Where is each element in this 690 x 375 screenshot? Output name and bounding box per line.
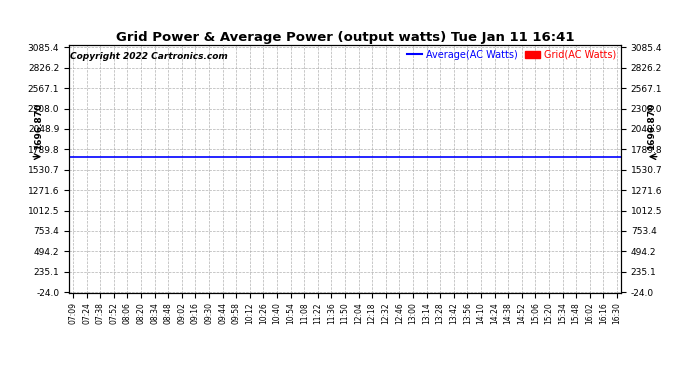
Legend: Average(AC Watts), Grid(AC Watts): Average(AC Watts), Grid(AC Watts) (407, 50, 616, 60)
Title: Grid Power & Average Power (output watts) Tue Jan 11 16:41: Grid Power & Average Power (output watts… (116, 31, 574, 44)
Text: Copyright 2022 Cartronics.com: Copyright 2022 Cartronics.com (70, 53, 227, 62)
Text: 1696.870: 1696.870 (34, 103, 43, 150)
Text: 1696.870: 1696.870 (647, 103, 656, 150)
